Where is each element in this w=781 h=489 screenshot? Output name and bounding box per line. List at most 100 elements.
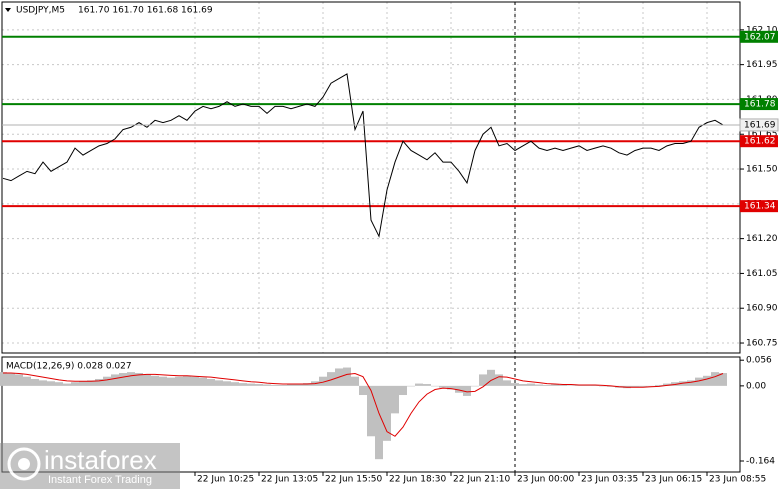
macd-bar (495, 374, 503, 386)
macd-bar (391, 385, 399, 414)
macd-bar (271, 384, 279, 386)
price-panel (1, 1, 741, 354)
macd-bar (47, 381, 55, 386)
macd-bar (447, 385, 455, 390)
y-tick-label: 0.00 (746, 381, 766, 391)
macd-bar (567, 385, 575, 386)
level-label-bg (740, 98, 778, 111)
brand: instaforex (44, 445, 157, 475)
macd-bar (343, 367, 351, 386)
x-tick-label: 23 Jun 08:55 (709, 475, 766, 485)
macd-bar (223, 381, 231, 386)
x-tick-label: 22 Jun 18:30 (389, 475, 446, 485)
watermark: instaforex Instant Forex Trading (0, 443, 180, 489)
macd-bar (15, 374, 23, 386)
last-price-label: 161.69 (744, 120, 776, 130)
level-label-bg (740, 30, 778, 43)
y-tick-label: 161.50 (746, 165, 778, 175)
y-tick-label: 161.05 (746, 269, 778, 279)
macd-bar (215, 380, 223, 386)
level-label-bg (740, 200, 778, 213)
macd-bar (703, 375, 711, 386)
macd-bar (191, 376, 199, 386)
plot (0, 35, 740, 460)
y-tick-label: 162.10 (746, 25, 778, 35)
macd-panel (1, 356, 741, 473)
y-tick-label: 161.65 (746, 130, 778, 140)
y-tick-label: 161.95 (746, 60, 778, 70)
macd-bar (79, 381, 87, 386)
macd-bar (519, 384, 527, 386)
macd-bar (423, 384, 431, 386)
macd-bar (407, 385, 415, 387)
level-label: 161.62 (744, 137, 776, 147)
level-label: 161.78 (744, 100, 776, 110)
macd-bar (55, 382, 63, 386)
macd-bar (663, 383, 671, 386)
macd-bar (711, 372, 719, 386)
y-tick-label: 161.20 (746, 234, 778, 244)
macd-bar (351, 376, 359, 386)
macd-bar (655, 384, 663, 386)
macd-bar (375, 385, 383, 460)
macd-bar (279, 384, 287, 386)
macd-bar (543, 384, 551, 386)
macd-title: MACD(12,26,9) 0.028 0.027 (6, 362, 132, 372)
price-line (2, 73, 724, 238)
tagline: Instant Forex Trading (48, 474, 152, 486)
signal-line (3, 372, 724, 437)
macd-bar (231, 382, 239, 386)
macd-bar (527, 383, 535, 386)
macd-bar (431, 385, 439, 387)
macd-bar (687, 380, 695, 386)
menu-icon (5, 8, 11, 12)
macd-bar (599, 385, 607, 387)
macd-bar (503, 380, 511, 386)
macd-bar (247, 383, 255, 386)
macd-bar (631, 385, 639, 388)
macd-bar (719, 373, 727, 386)
macd-bar (127, 372, 135, 386)
macd-bar (695, 377, 703, 386)
macd-bar (551, 384, 559, 386)
macd-bar (0, 372, 7, 386)
macd-bar (399, 385, 407, 396)
macd-bar (415, 383, 423, 386)
x-tick-label: 23 Jun 06:15 (645, 475, 702, 485)
macd-bar (175, 376, 183, 386)
macd-bar (239, 383, 247, 386)
logo (7, 447, 41, 481)
macd-bar (207, 378, 215, 386)
last-price-bg (739, 118, 779, 132)
macd-bar (367, 385, 375, 437)
x-tick-label: 23 Jun 00:00 (517, 475, 574, 485)
macd-bar (159, 376, 167, 386)
macd-bar (255, 384, 263, 386)
macd-bar (31, 378, 39, 386)
macd-bar (151, 375, 159, 386)
chart-title: USDJPY,M5 (16, 6, 65, 16)
macd-bar (23, 376, 31, 386)
macd-bar (559, 384, 567, 386)
macd-bar (463, 385, 471, 396)
macd-bar (199, 377, 207, 386)
macd-bar (39, 380, 47, 386)
logo-dot (18, 458, 30, 470)
y-tick-label: 160.90 (746, 304, 778, 314)
macd-bar (7, 373, 15, 386)
y-tick-label: 160.75 (746, 339, 778, 349)
level-label: 161.34 (744, 202, 776, 212)
macd-bar (647, 385, 655, 387)
macd-bar (263, 384, 271, 386)
macd-bar (167, 377, 175, 386)
macd-bar (455, 385, 463, 393)
macd-bar (87, 380, 95, 386)
macd-bar (63, 383, 71, 386)
macd-bar (319, 376, 327, 386)
macd-bar (439, 385, 447, 388)
macd-bar (327, 372, 335, 386)
macd-bar (183, 375, 191, 386)
level-label-bg (740, 135, 778, 148)
y-tick-label: -0.164 (746, 457, 775, 467)
